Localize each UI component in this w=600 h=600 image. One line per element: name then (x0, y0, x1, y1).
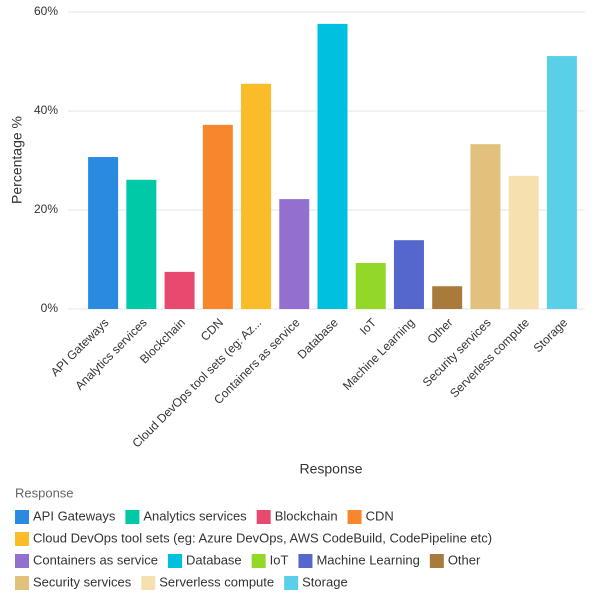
legend-swatch (15, 576, 29, 590)
legend-swatch (429, 554, 444, 568)
legend-label: Serverless compute (159, 574, 274, 589)
x-tick-label: IoT (357, 315, 380, 338)
bar (126, 179, 157, 309)
bar (202, 124, 233, 309)
legend-label: Security services (33, 574, 132, 589)
x-tick-label: Other (424, 315, 455, 346)
x-tick-label: Machine Learning (340, 315, 417, 392)
bar (164, 271, 195, 309)
x-tick-label: Database (295, 315, 341, 361)
legend-label: Analytics services (143, 508, 247, 523)
legend-label: CDN (366, 508, 394, 523)
legend-label: Storage (302, 574, 348, 589)
y-tick-label: 40% (34, 103, 58, 117)
bar (88, 157, 119, 309)
legend-label: Containers as service (33, 552, 158, 567)
legend-label: Cloud DevOps tool sets (eg: Azure DevOps… (33, 530, 492, 545)
bar (241, 83, 272, 310)
legend-title: Response (15, 485, 74, 500)
legend-swatch (298, 554, 313, 568)
legend-swatch (284, 576, 299, 590)
legend-swatch (125, 510, 140, 524)
legend-swatch (168, 554, 182, 568)
legend-swatch (256, 510, 271, 524)
legend-label: Blockchain (275, 508, 338, 523)
y-tick-label: 0% (41, 301, 59, 315)
bar (355, 262, 386, 309)
bar (546, 56, 577, 310)
legend-label: Machine Learning (316, 552, 419, 567)
legend-swatch (251, 554, 266, 568)
bar (279, 199, 310, 309)
legend-swatch (15, 510, 29, 524)
y-tick-label: 20% (34, 202, 58, 216)
legend-swatch (15, 532, 29, 546)
x-axis-title: Response (299, 461, 362, 477)
legend-label: Other (448, 552, 481, 567)
legend-label: IoT (270, 552, 289, 567)
x-tick-label: Security services (420, 315, 494, 389)
x-tick-label: CDN (198, 315, 226, 343)
y-axis-title: Percentage % (9, 116, 25, 204)
y-tick-label: 60% (34, 4, 58, 18)
bar (393, 240, 424, 309)
legend-swatch (141, 576, 156, 590)
bar (470, 144, 501, 309)
x-tick-label: Storage (531, 315, 571, 355)
bar (317, 23, 348, 309)
legend-swatch (347, 510, 362, 524)
bar (432, 286, 463, 309)
legend-label: Database (186, 552, 242, 567)
bar (508, 175, 539, 309)
legend-label: API Gateways (33, 508, 116, 523)
legend-swatch (15, 554, 29, 568)
